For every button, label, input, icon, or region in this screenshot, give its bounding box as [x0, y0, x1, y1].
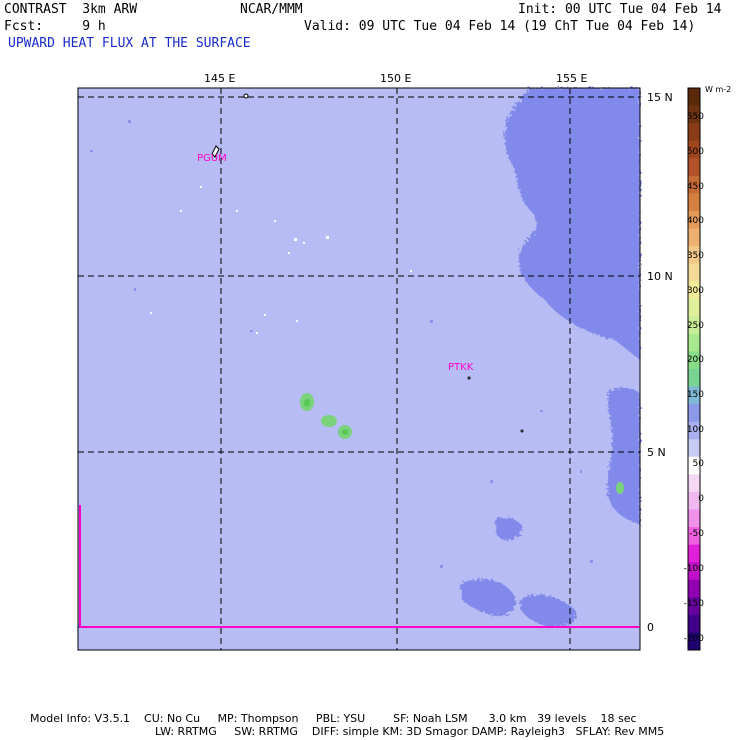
colorbar-swatch: [688, 456, 700, 475]
colorbar-tick-label: 50: [692, 459, 704, 469]
colorbar-swatch: [688, 597, 700, 616]
colorbar-tick-label: 350: [686, 251, 704, 261]
lon-label-155e: 155 E: [556, 72, 588, 85]
domain-boundary: [79, 505, 640, 628]
colorbar-swatch: [688, 193, 700, 212]
colorbar-swatch: [688, 491, 700, 510]
colorbar-swatch: [688, 562, 700, 581]
model-info-line1: Model Info: V3.5.1 CU: No Cu MP: Thompso…: [30, 712, 637, 725]
colorbar-tick-label: 150: [686, 390, 704, 400]
colorbar-swatch: [688, 140, 700, 159]
colorbar-swatch: [688, 316, 700, 335]
colorbar-tick-label: -50: [689, 529, 704, 539]
colorbar-unit: W m-2: [705, 85, 731, 94]
colorbar-tick-label: 400: [686, 216, 704, 226]
colorbar-swatch: [688, 158, 700, 177]
lat-label-0: 0: [647, 621, 654, 634]
field-title: UPWARD HEAT FLUX AT THE SURFACE: [8, 36, 251, 51]
island-outlines: [211, 93, 524, 433]
colorbar-swatch: [688, 421, 700, 440]
init-time: Init: 00 UTC Tue 04 Feb 14: [518, 2, 722, 17]
colorbar-swatch: [688, 632, 700, 651]
colorbar-swatch: [688, 298, 700, 317]
colorbar-tick-label: -150: [683, 599, 704, 609]
colorbar-tick-label: 200: [686, 355, 704, 365]
colorbar-swatch: [688, 281, 700, 300]
colorbar-swatch: [688, 439, 700, 458]
flux-speckles: [90, 120, 593, 568]
colorbar-frame: [687, 87, 701, 651]
lon-label-145e: 145 E: [204, 72, 236, 85]
colorbar-tick-label: 0: [698, 494, 704, 504]
colorbar-swatch: [688, 579, 700, 598]
forecast-hour: Fcst: 9 h: [4, 19, 106, 34]
colorbar-swatch: [688, 404, 700, 423]
lat-label-10n: 10 N: [647, 270, 673, 283]
colorbar-swatch: [688, 228, 700, 247]
map-frame: [77, 87, 641, 651]
lat-label-15n: 15 N: [647, 91, 673, 104]
colorbar-swatch: [688, 333, 700, 352]
model-info-line2: LW: RRTMG SW: RRTMG DIFF: simple KM: 3D …: [155, 725, 665, 738]
colorbar-swatch: [688, 246, 700, 265]
colorbar-swatch: [688, 263, 700, 282]
station-label-pgum: PGUM: [197, 153, 227, 164]
colorbar-swatch: [688, 544, 700, 563]
station-label-ptkk: PTKK: [448, 362, 474, 373]
colorbar-tick-label: 250: [686, 321, 704, 331]
colorbar-swatch: [688, 351, 700, 370]
colorbar-swatch: [688, 614, 700, 633]
institution-label: NCAR/MMM: [240, 2, 303, 17]
colorbar-tick-label: 500: [686, 147, 704, 157]
colorbar-swatch: [688, 175, 700, 194]
colorbar: [688, 88, 700, 651]
colorbar-tick-label: 300: [686, 286, 704, 296]
convective-flux-areas: [460, 88, 640, 627]
valid-time: Valid: 09 UTC Tue 04 Feb 14 (19 ChT Tue …: [304, 19, 696, 34]
low-flux-specks: [150, 186, 412, 334]
colorbar-swatch: [688, 386, 700, 405]
colorbar-swatch: [688, 105, 700, 124]
model-title: CONTRAST 3km ARW: [4, 2, 138, 17]
colorbar-swatch: [688, 474, 700, 493]
colorbar-tick-label: -100: [683, 564, 704, 574]
colorbar-swatch: [688, 123, 700, 142]
colorbar-swatch: [688, 369, 700, 388]
lon-label-150e: 150 E: [380, 72, 412, 85]
colorbar-tick-label: 550: [686, 112, 704, 122]
colorbar-swatch: [688, 210, 700, 229]
lat-label-5n: 5 N: [647, 446, 666, 459]
colorbar-swatch: [688, 527, 700, 546]
colorbar-tick-label: -200: [683, 634, 704, 644]
colorbar-tick-label: 100: [686, 425, 704, 435]
colorbar-swatch: [688, 509, 700, 528]
high-flux-spots: [300, 393, 624, 494]
colorbar-swatch: [688, 88, 700, 107]
colorbar-tick-label: 450: [686, 182, 704, 192]
